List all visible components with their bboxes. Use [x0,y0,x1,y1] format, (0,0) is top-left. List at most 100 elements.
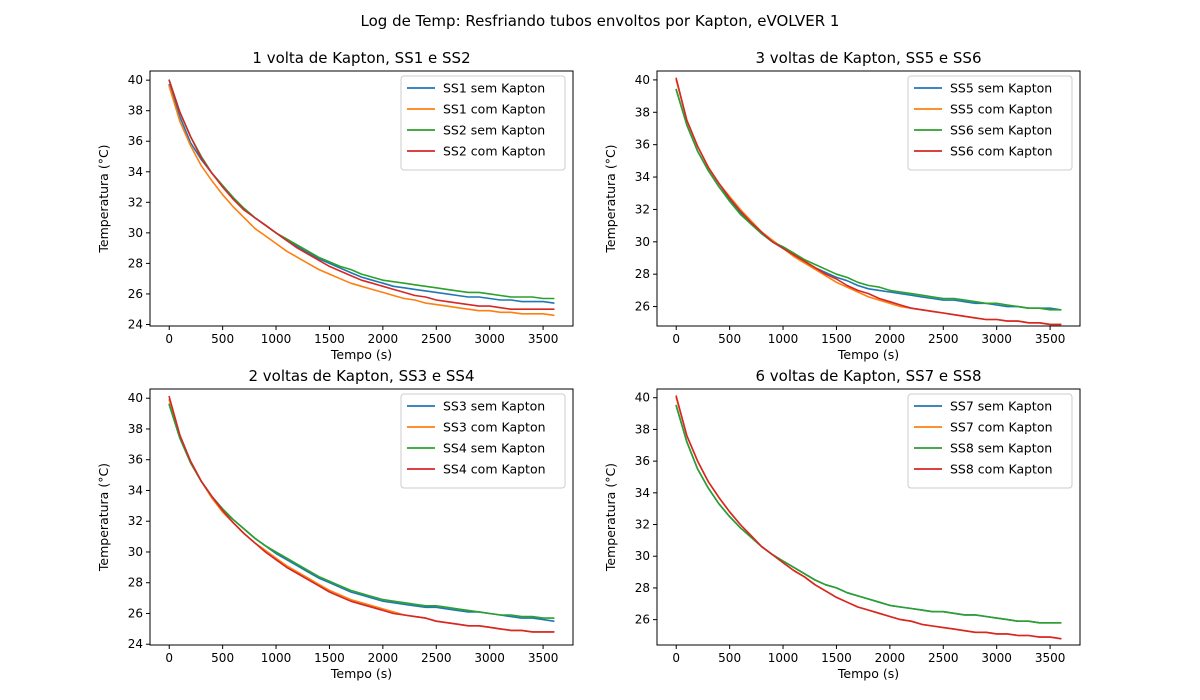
x-tick-label: 0 [672,332,680,346]
legend-label: SS7 com Kapton [950,420,1053,435]
x-axis-label: Tempo (s) [837,347,899,362]
series-line-ss5-sem-kapton [675,88,1062,311]
legend-label: SS6 com Kapton [950,144,1053,159]
legend: SS7 sem Kapton SS7 com Kapton SS8 sem Kapt… [907,393,1073,489]
y-tick-label: 30 [635,235,650,249]
y-tick-label: 24 [128,317,143,331]
x-tick-label: 2000 [875,651,906,665]
x-tick-label: 1500 [314,651,345,665]
legend-label: SS1 com Kapton [443,102,546,117]
y-tick-label: 30 [128,545,143,559]
y-tick-label: 40 [128,391,143,405]
y-tick-label: 36 [128,134,143,148]
y-axis-label: Temperatura (°C) [603,144,618,253]
x-axis-label: Tempo (s) [837,666,899,681]
x-tick-label: 0 [165,332,173,346]
y-tick-label: 34 [128,483,143,497]
legend-label: SS4 sem Kapton [443,441,545,456]
y-tick-label: 26 [635,613,650,627]
series-group [168,395,555,633]
y-tick-label: 32 [128,195,143,209]
x-tick-label: 500 [718,651,741,665]
x-tick-label: 2500 [928,651,959,665]
y-tick-label: 38 [128,422,143,436]
legend-label: SS4 com Kapton [443,462,546,477]
subplot-title: 1 volta de Kapton, SS1 e SS2 [252,49,470,67]
y-tick-label: 38 [635,105,650,119]
legend-label: SS5 com Kapton [950,102,1053,117]
legend-label: SS7 sem Kapton [950,399,1052,414]
legend: SS1 sem Kapton SS1 com Kapton SS2 sem Kapt… [400,75,566,171]
y-tick-label: 30 [635,549,650,563]
x-tick-label: 2000 [368,332,399,346]
y-axis-label: Temperatura (°C) [96,144,111,253]
x-axis-label: Tempo (s) [330,666,392,681]
series-line-ss8-com-kapton [675,395,1062,640]
legend-label: SS8 sem Kapton [950,441,1052,456]
y-tick-label: 24 [128,637,143,651]
x-tick-label: 1500 [821,651,852,665]
axes-frame [149,70,574,327]
x-tick-label: 1000 [261,651,292,665]
x-tick-label: 1000 [768,332,799,346]
series-line-ss8-sem-kapton [675,404,1062,624]
y-tick-label: 40 [635,73,650,87]
legend-label: SS2 sem Kapton [443,123,545,138]
x-tick-label: 3500 [1035,332,1066,346]
x-tick-label: 2500 [421,332,452,346]
y-tick-label: 38 [128,104,143,118]
series-line-ss4-com-kapton [168,395,555,633]
legend-label: SS3 com Kapton [443,420,546,435]
x-tick-label: 0 [165,651,173,665]
y-tick-label: 38 [635,422,650,436]
legend-label: SS3 sem Kapton [443,399,545,414]
y-tick-label: 32 [635,202,650,216]
y-tick-label: 40 [635,391,650,405]
y-tick-label: 28 [635,267,650,281]
x-tick-label: 1500 [314,332,345,346]
legend-label: SS5 sem Kapton [950,81,1052,96]
x-tick-label: 3000 [981,332,1012,346]
y-tick-label: 34 [635,486,650,500]
series-line-ss4-sem-kapton [168,403,555,619]
series-line-ss2-com-kapton [168,79,555,311]
subplot-2: 3 voltas de Kapton, SS5 e SS6 0 500 1000 150… [603,49,1081,362]
y-tick-label: 34 [635,170,650,184]
x-tick-label: 2500 [928,332,959,346]
y-tick-label: 30 [128,226,143,240]
x-tick-label: 3500 [1035,651,1066,665]
y-tick-label: 36 [635,454,650,468]
y-tick-label: 34 [128,165,143,179]
legend-label: SS2 com Kapton [443,144,546,159]
x-tick-label: 3000 [474,651,505,665]
y-tick-label: 26 [635,300,650,314]
y-tick-label: 28 [128,576,143,590]
y-axis-label: Temperatura (°C) [96,463,111,572]
legend-box [400,75,566,171]
legend-label: SS8 com Kapton [950,462,1053,477]
x-tick-label: 0 [672,651,680,665]
series-line-ss2-sem-kapton [168,79,555,300]
subplot-title: 2 voltas de Kapton, SS3 e SS4 [248,367,474,385]
y-tick-label: 40 [128,73,143,87]
figure-title: Log de Temp: Resfriando tubos envoltos p… [361,12,840,30]
legend: SS5 sem Kapton SS5 com Kapton SS6 sem Kapt… [907,75,1073,171]
subplot-title: 3 voltas de Kapton, SS5 e SS6 [755,49,981,67]
series-line-ss6-sem-kapton [675,88,1062,311]
series-group [675,77,1062,326]
subplot-title: 6 voltas de Kapton, SS7 e SS8 [755,367,981,385]
axes-frame [656,70,1081,327]
y-axis-label: Temperatura (°C) [603,463,618,572]
y-tick-label: 36 [635,138,650,152]
axes-frame [656,388,1081,646]
series-line-ss1-com-kapton [168,85,555,317]
series-group [675,395,1062,640]
y-tick-label: 36 [128,453,143,467]
x-tick-label: 3000 [981,651,1012,665]
x-tick-label: 2500 [421,651,452,665]
subplot-4: 6 voltas de Kapton, SS7 e SS8 0 500 1000 150… [603,367,1081,681]
series-line-ss6-com-kapton [675,77,1062,326]
legend: SS3 sem Kapton SS3 com Kapton SS4 sem Kapt… [400,393,566,489]
axes-frame [149,388,574,646]
